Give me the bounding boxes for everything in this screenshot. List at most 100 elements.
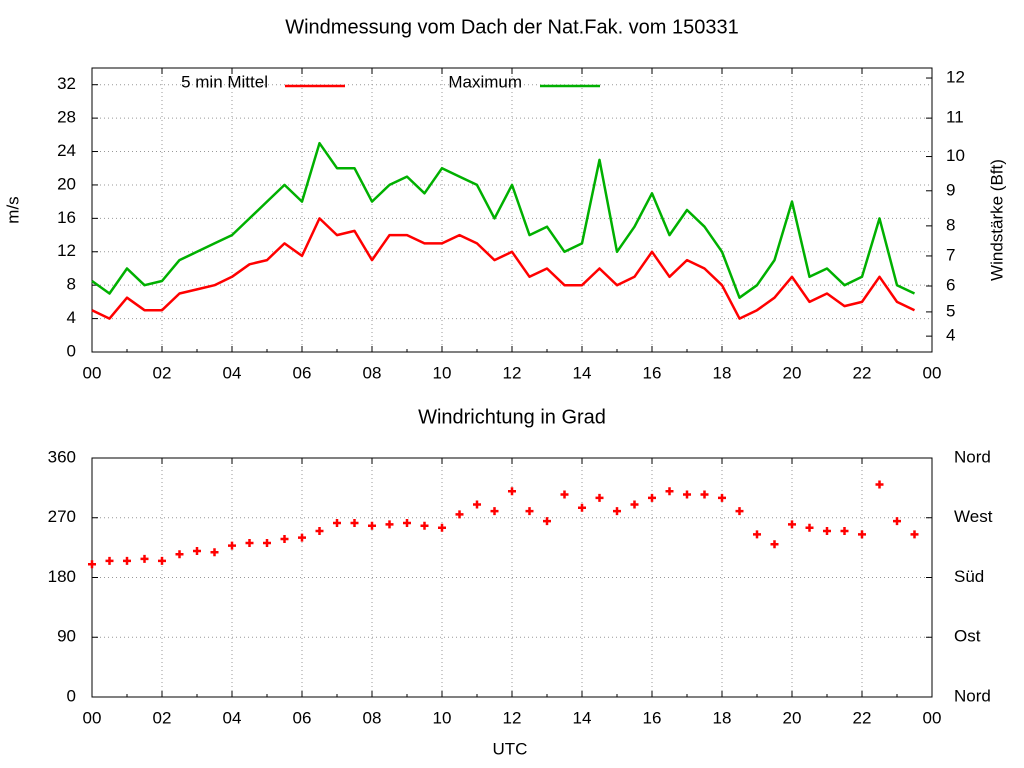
data-point — [420, 521, 429, 530]
y-tick-label: 32 — [57, 74, 76, 93]
data-point — [718, 493, 726, 502]
data-point — [788, 520, 796, 529]
data-point — [543, 517, 551, 526]
legend-label: Maximum — [448, 72, 522, 91]
y2-tick-label: 12 — [946, 68, 965, 87]
x-tick-label: 20 — [783, 708, 802, 727]
x-tick-label: 00 — [923, 708, 942, 727]
data-point — [858, 530, 866, 539]
y2-tick-label: 5 — [946, 301, 955, 320]
y2-tick-label: Süd — [954, 567, 984, 586]
x-tick-label: 08 — [363, 363, 382, 382]
data-point — [508, 487, 516, 496]
data-point — [105, 556, 114, 565]
y-tick-label: 24 — [57, 141, 76, 160]
y2-tick-label: 4 — [946, 326, 955, 345]
data-point — [700, 490, 709, 499]
y-tick-label: 8 — [67, 275, 76, 294]
y2-tick-label: 10 — [946, 146, 965, 165]
data-point — [228, 541, 236, 550]
data-line — [91, 217, 916, 320]
x-tick-label: 02 — [153, 363, 172, 382]
data-line — [91, 141, 916, 299]
y-tick-label: 180 — [48, 567, 76, 586]
data-point — [578, 503, 586, 512]
x-tick-label: 18 — [713, 708, 732, 727]
x-tick-label: 04 — [223, 708, 242, 727]
y2-tick-label: Ost — [954, 627, 981, 646]
data-point — [648, 493, 656, 502]
y2-tick-label: 8 — [946, 215, 955, 234]
data-point — [805, 523, 814, 532]
x-tick-label: 22 — [853, 708, 872, 727]
y2-tick-label: Nord — [954, 447, 991, 466]
x-tick-label: 18 — [713, 363, 732, 382]
y-tick-label: 20 — [57, 174, 76, 193]
y-tick-label: 4 — [67, 308, 76, 327]
data-point — [910, 530, 919, 539]
x-tick-label: 00 — [83, 708, 102, 727]
data-point — [158, 556, 166, 565]
data-point — [735, 507, 744, 516]
data-point — [403, 519, 411, 528]
x-tick-label: 16 — [643, 708, 662, 727]
data-point — [630, 500, 639, 509]
x-tick-label: 14 — [573, 363, 592, 382]
x-axis-label: UTC — [493, 739, 528, 758]
y2-tick-label: West — [954, 507, 993, 526]
y-tick-label: 12 — [57, 241, 76, 260]
y-tick-label: 0 — [67, 341, 76, 360]
data-point — [823, 527, 831, 536]
y2-axis-label: Windstärke (Bft) — [987, 159, 1006, 281]
x-tick-label: 14 — [573, 708, 592, 727]
x-tick-label: 08 — [363, 708, 382, 727]
y2-tick-label: 11 — [946, 108, 964, 127]
data-point — [893, 517, 901, 526]
x-tick-label: 12 — [503, 708, 522, 727]
y-axis-label: m/s — [3, 196, 22, 223]
plot-frame — [91, 457, 933, 698]
data-point — [350, 519, 359, 528]
x-tick-label: 20 — [783, 363, 802, 382]
data-point — [840, 527, 849, 536]
x-tick-label: 00 — [83, 363, 102, 382]
y-tick-label: 0 — [67, 686, 76, 705]
data-point — [613, 507, 621, 516]
chart-title: Windrichtung in Grad — [418, 406, 606, 428]
data-point — [140, 554, 149, 563]
data-point — [560, 490, 569, 499]
data-point — [333, 519, 341, 528]
data-point — [175, 550, 184, 559]
x-tick-label: 00 — [923, 363, 942, 382]
data-point — [88, 560, 96, 569]
y2-tick-label: 7 — [946, 245, 955, 264]
plot-frame — [91, 67, 933, 353]
x-tick-label: 22 — [853, 363, 872, 382]
x-tick-label: 06 — [293, 708, 312, 727]
data-point — [123, 556, 131, 565]
data-point — [473, 500, 481, 509]
data-point — [665, 487, 674, 496]
data-point — [385, 520, 394, 529]
y-tick-label: 90 — [57, 627, 76, 646]
x-tick-label: 16 — [643, 363, 662, 382]
x-tick-label: 10 — [433, 708, 452, 727]
legend-label: 5 min Mittel — [181, 72, 268, 91]
data-point — [263, 538, 271, 547]
data-point — [438, 523, 446, 532]
y-tick-label: 270 — [48, 507, 76, 526]
y-tick-label: 28 — [57, 108, 76, 127]
data-point — [525, 507, 534, 516]
data-point — [315, 527, 324, 536]
x-tick-label: 12 — [503, 363, 522, 382]
x-tick-label: 04 — [223, 363, 242, 382]
data-point — [683, 490, 691, 499]
data-point — [753, 530, 761, 539]
data-point — [875, 480, 884, 489]
data-point — [595, 493, 604, 502]
y2-tick-label: 6 — [946, 275, 955, 294]
data-point — [210, 548, 219, 557]
data-point — [298, 533, 306, 542]
